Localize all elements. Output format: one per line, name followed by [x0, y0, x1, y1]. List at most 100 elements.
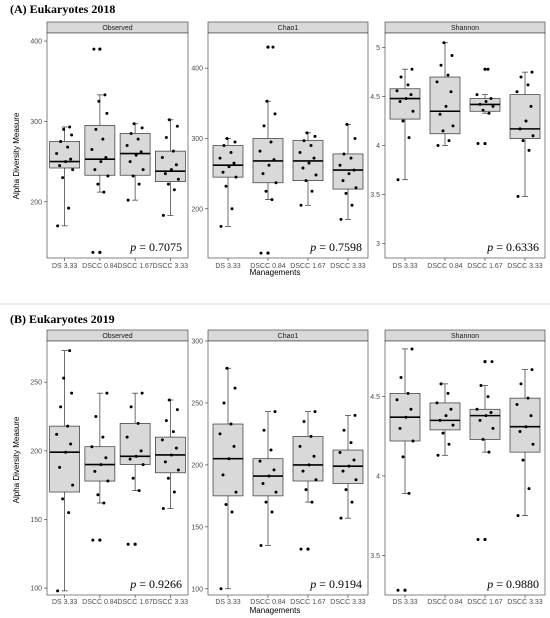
- data-point: [302, 420, 306, 424]
- data-point: [225, 136, 229, 140]
- x-tick-label: DSCC 0.84: [427, 599, 463, 606]
- data-point: [139, 449, 143, 453]
- data-point: [160, 156, 164, 160]
- data-point: [101, 137, 105, 141]
- data-point: [396, 178, 400, 182]
- data-point: [486, 395, 490, 399]
- data-point: [125, 144, 129, 147]
- data-point: [262, 428, 266, 432]
- data-point: [398, 426, 402, 430]
- data-point: [338, 163, 342, 167]
- p-value-label: p = 0.7075: [129, 240, 182, 254]
- data-point: [530, 368, 534, 372]
- data-point: [529, 104, 533, 108]
- data-point: [174, 446, 178, 450]
- data-point: [160, 438, 164, 442]
- data-point: [174, 163, 178, 167]
- data-point: [274, 181, 278, 185]
- data-point: [222, 401, 226, 405]
- data-point: [137, 182, 141, 186]
- data-point: [227, 457, 231, 461]
- data-point: [435, 80, 439, 84]
- panel-a-x-axis-title: Managements: [250, 268, 301, 277]
- outlier-point: [266, 251, 270, 255]
- outlier-point: [98, 538, 102, 542]
- panel-b-y-axis-title: Alpha Diversity Measure: [12, 416, 21, 503]
- box-ds-3-33: [49, 349, 80, 593]
- data-point: [487, 450, 491, 454]
- x-tick-label: DS 3.33: [52, 599, 77, 606]
- iqr-box: [212, 145, 244, 178]
- data-point: [347, 172, 351, 176]
- data-point: [58, 465, 62, 469]
- outlier-point: [98, 250, 102, 254]
- data-point: [489, 97, 493, 101]
- x-tick-label: DSCC 0.84: [250, 263, 286, 270]
- data-point: [90, 445, 94, 449]
- data-point: [128, 160, 132, 164]
- p-value-symbol: p: [486, 577, 496, 591]
- x-tick-label: DSCC 1.67: [467, 599, 503, 606]
- data-point: [55, 432, 59, 436]
- data-point: [129, 131, 133, 135]
- data-point: [55, 152, 59, 156]
- p-value-symbol: p: [309, 240, 319, 254]
- data-point: [476, 142, 480, 146]
- data-point: [132, 122, 136, 126]
- data-point: [175, 124, 179, 128]
- data-point: [166, 182, 170, 186]
- iqr-box: [509, 94, 541, 140]
- data-point: [131, 476, 135, 480]
- data-point: [129, 405, 133, 409]
- data-point: [56, 589, 60, 593]
- box-dscc-1-67: [469, 67, 501, 146]
- data-point: [164, 135, 168, 139]
- p-value-number: = 0.9194: [319, 577, 362, 591]
- data-point: [521, 458, 525, 462]
- y-tick-label: 400: [191, 66, 203, 73]
- y-tick-label: 3.5: [370, 192, 380, 199]
- data-point: [518, 429, 522, 433]
- data-point: [307, 161, 311, 165]
- p-value-label: p = 0.9880: [486, 577, 539, 591]
- data-point: [395, 89, 399, 93]
- outlier-point: [98, 47, 102, 51]
- data-point: [224, 184, 228, 188]
- data-point: [301, 469, 305, 473]
- data-point: [229, 151, 233, 155]
- outlier-point: [483, 141, 487, 146]
- box-dscc-0-84: [252, 45, 284, 255]
- data-point: [481, 437, 485, 441]
- data-point: [134, 454, 138, 458]
- data-point: [267, 163, 271, 167]
- data-point: [62, 376, 66, 380]
- iqr-box: [292, 436, 324, 482]
- data-point: [102, 501, 106, 505]
- box-dscc-0-84: [84, 47, 116, 254]
- y-tick-label: 100: [191, 586, 203, 593]
- data-point: [227, 165, 231, 169]
- box-dscc-1-67: [119, 391, 151, 546]
- data-point: [342, 152, 346, 156]
- data-point: [435, 401, 439, 405]
- iqr-box: [49, 141, 80, 169]
- data-point: [230, 510, 234, 514]
- data-point: [475, 407, 479, 411]
- data-point: [103, 93, 107, 97]
- data-point: [411, 439, 415, 443]
- box-dscc-3-33: [332, 413, 364, 520]
- facet-strip-label: Observed: [102, 25, 132, 32]
- box-ds-3-33: [49, 125, 80, 228]
- data-point: [524, 119, 528, 123]
- y-tick-label: 200: [30, 199, 42, 206]
- data-point: [167, 118, 171, 122]
- data-point: [171, 149, 175, 153]
- p-value-number: = 0.6336: [496, 240, 539, 254]
- plot-area: [384, 32, 546, 259]
- data-point: [307, 463, 311, 467]
- box-dscc-1-67: [292, 410, 324, 551]
- data-point: [175, 408, 179, 412]
- data-point: [102, 190, 106, 194]
- panel-a-title: (A) Eukaryotes 2018: [10, 2, 115, 16]
